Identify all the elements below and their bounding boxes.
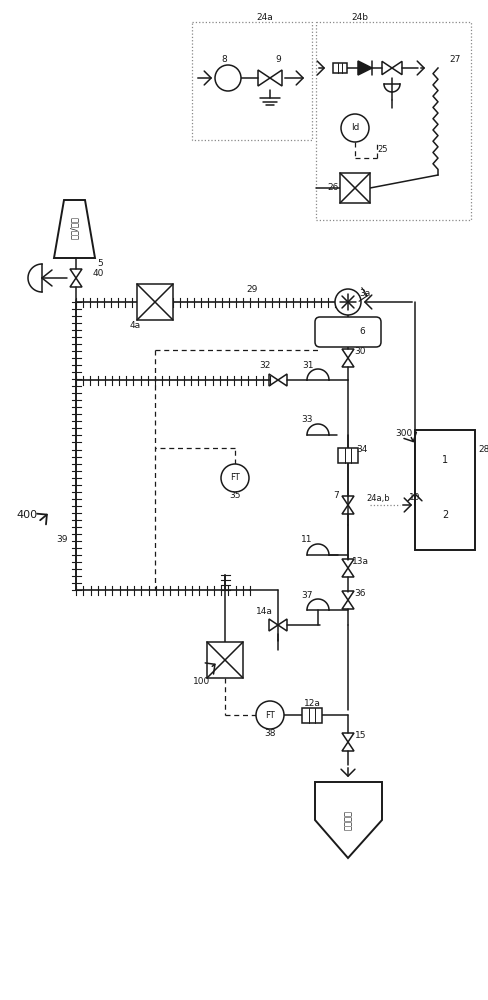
Text: 5: 5 [97, 258, 103, 267]
Text: FT: FT [230, 474, 240, 483]
Text: 3a: 3a [359, 288, 370, 298]
Text: 30: 30 [354, 348, 366, 357]
Text: 33: 33 [301, 416, 313, 424]
Circle shape [215, 65, 241, 91]
Text: 8: 8 [221, 55, 227, 64]
Text: 38: 38 [264, 728, 276, 738]
Bar [192, 22, 312, 140]
Text: 9: 9 [275, 55, 281, 64]
Text: 25: 25 [378, 145, 388, 154]
Text: 6: 6 [359, 328, 365, 336]
Text: 15: 15 [355, 732, 367, 740]
Bar [333, 63, 347, 73]
FancyBboxPatch shape [315, 317, 381, 347]
Text: 24a: 24a [257, 13, 273, 22]
Text: 36: 36 [354, 589, 366, 598]
Bar [316, 22, 471, 220]
Text: 26: 26 [327, 184, 339, 192]
Text: 11: 11 [301, 536, 313, 544]
Text: ld: ld [351, 123, 359, 132]
Text: 2: 2 [442, 510, 448, 520]
Text: 7: 7 [333, 491, 339, 500]
Circle shape [221, 464, 249, 492]
Bar [207, 642, 243, 678]
Text: 12a: 12a [304, 698, 321, 708]
Text: 28: 28 [478, 446, 488, 454]
Bar [340, 173, 370, 203]
Text: 39: 39 [56, 536, 68, 544]
Text: 24a,b: 24a,b [366, 493, 390, 502]
Text: 1: 1 [442, 455, 448, 465]
Text: 27: 27 [449, 55, 461, 64]
Text: 去住混合: 去住混合 [344, 810, 352, 830]
Text: FT: FT [265, 710, 275, 720]
Text: 14a: 14a [256, 606, 272, 615]
Polygon shape [358, 61, 372, 75]
Text: 32: 32 [259, 361, 271, 370]
Bar [338, 448, 358, 462]
Text: 34: 34 [356, 446, 367, 454]
Text: 300: 300 [396, 428, 413, 438]
Text: 10: 10 [409, 492, 421, 502]
Bar [415, 430, 475, 550]
Circle shape [335, 289, 361, 315]
Text: 4a: 4a [129, 322, 141, 330]
Text: 空气/氮气: 空气/氮气 [69, 217, 79, 239]
Text: 100: 100 [193, 678, 211, 686]
Text: 29: 29 [246, 286, 258, 294]
Text: 40: 40 [92, 268, 103, 277]
Bar [137, 284, 173, 320]
Text: 400: 400 [17, 510, 38, 520]
Circle shape [341, 114, 369, 142]
Circle shape [256, 701, 284, 729]
Text: 35: 35 [229, 491, 241, 500]
Bar [302, 708, 322, 722]
Text: 31: 31 [302, 360, 314, 369]
Text: 37: 37 [301, 590, 313, 599]
Text: 13a: 13a [351, 558, 368, 566]
Text: 24b: 24b [351, 13, 368, 22]
